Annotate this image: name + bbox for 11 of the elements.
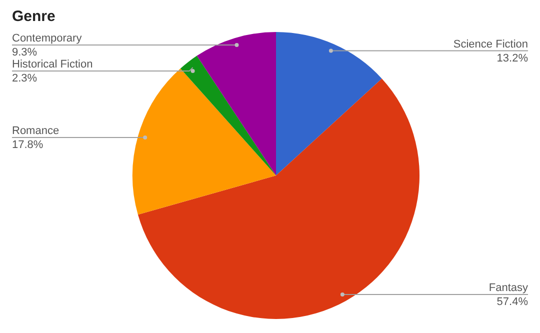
slice-label: Fantasy: [488, 282, 528, 294]
slice-label: Romance: [12, 125, 60, 137]
data-label: 13.2%: [496, 52, 528, 64]
slice-label: Historical Fiction: [12, 58, 93, 70]
slice-label: Science Fiction: [453, 38, 528, 50]
data-label: 57.4%: [496, 296, 528, 308]
slice-label: Contemporary: [12, 32, 82, 44]
chart-title: Genre: [12, 8, 56, 26]
data-label: 9.3%: [12, 46, 38, 58]
data-label: 17.8%: [12, 139, 44, 151]
data-label: 2.3%: [12, 72, 38, 84]
